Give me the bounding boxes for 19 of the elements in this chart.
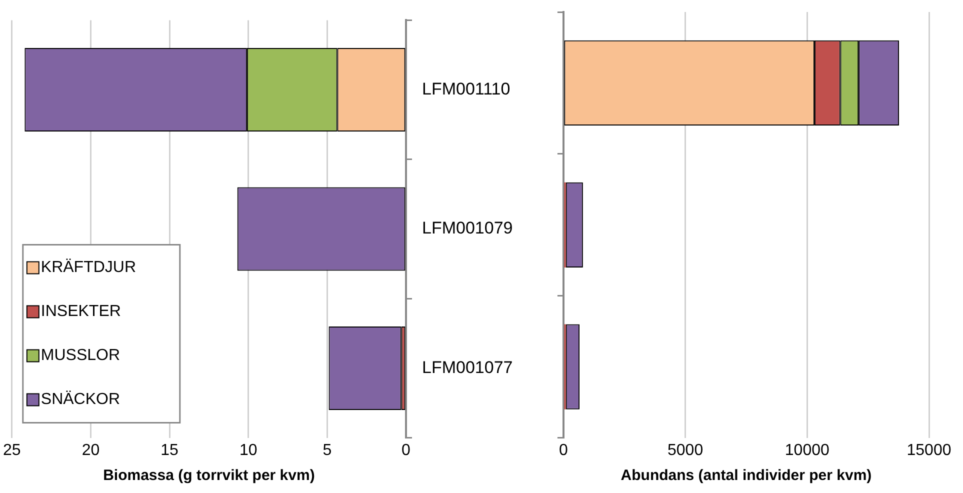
x-tick-label: 15 <box>160 442 179 459</box>
x-tick-label: 10000 <box>784 442 830 459</box>
x-axis-title: Abundans (antal individer per kvm) <box>620 467 872 484</box>
x-tick-label: 15000 <box>906 442 952 459</box>
x-tick-label: 20 <box>82 442 100 459</box>
y-tick-label: LFM001110 <box>422 79 510 98</box>
x-tick-label: 5000 <box>668 442 704 459</box>
x-tick-label: 0 <box>558 442 568 459</box>
x-axis-title: Biomassa (g torrvikt per kvm) <box>103 467 315 484</box>
y-tick-label: LFM001077 <box>422 358 513 377</box>
legend-label: SNÄCKOR <box>40 390 120 408</box>
legend-label: MUSSLOR <box>40 347 120 364</box>
y-tick-label: LFM001079 <box>422 218 513 238</box>
x-tick-label: 10 <box>239 442 258 459</box>
legend-label: INSEKTER <box>40 303 121 320</box>
x-tick-label: 5 <box>322 442 332 459</box>
x-tick-label: 0 <box>402 442 411 459</box>
x-tick-label: 25 <box>3 442 21 459</box>
legend-label: KRÄFTDJUR <box>40 258 136 276</box>
